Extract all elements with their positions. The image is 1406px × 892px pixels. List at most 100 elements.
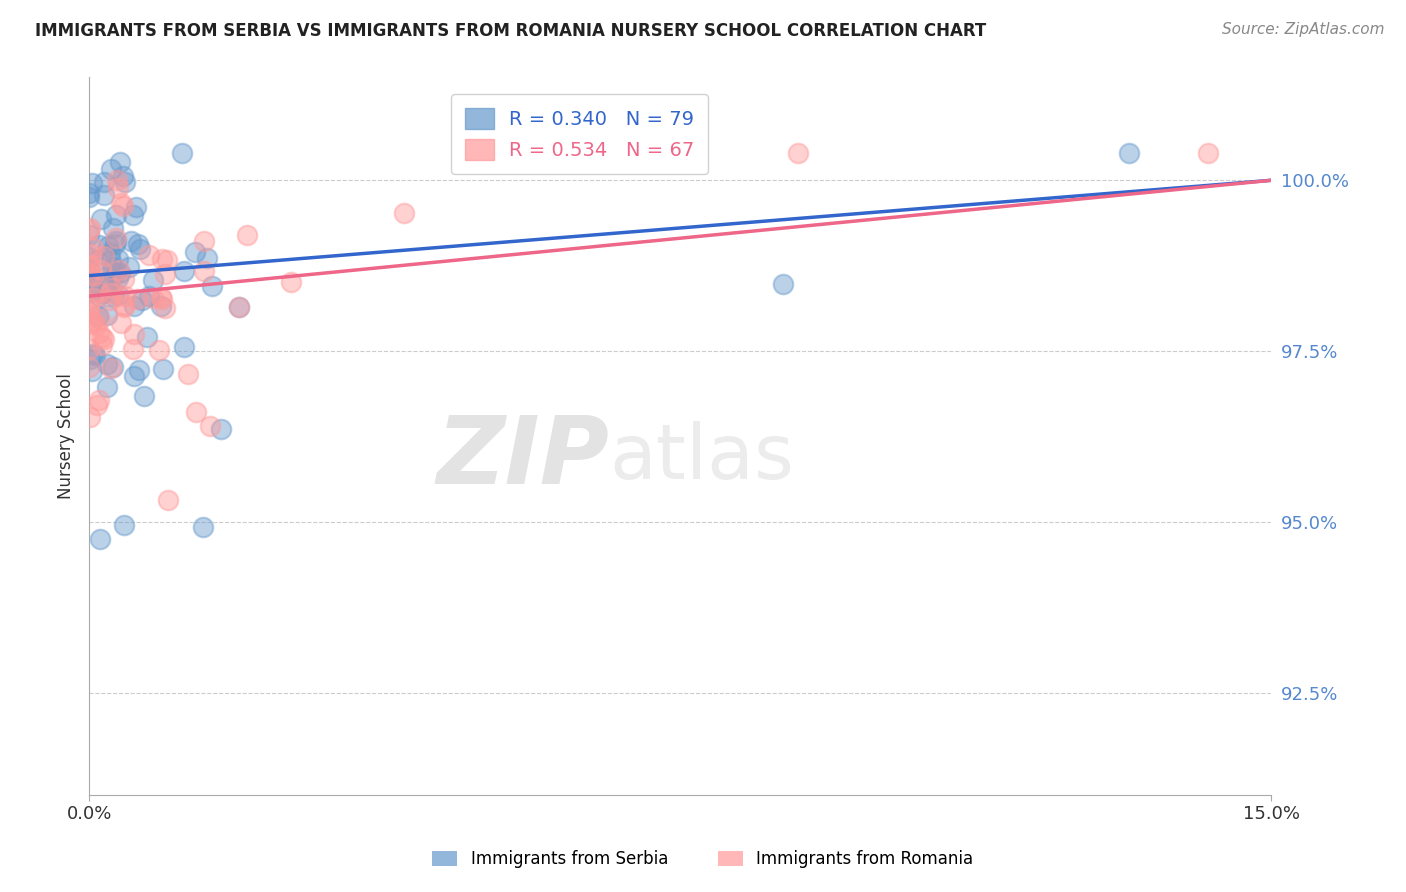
Point	[77, 258, 100, 272]
Point	[193, 520, 215, 534]
Point	[112, 272, 135, 286]
Point	[77, 301, 100, 316]
Point	[96, 309, 118, 323]
Point	[101, 281, 124, 295]
Point	[89, 532, 111, 546]
Point	[149, 290, 172, 304]
Point	[87, 392, 110, 407]
Point	[101, 260, 124, 274]
Point	[100, 162, 122, 177]
Point	[125, 200, 148, 214]
Point	[108, 266, 131, 280]
Point	[122, 326, 145, 341]
Point	[93, 249, 115, 263]
Point	[86, 398, 108, 412]
Point	[86, 253, 108, 268]
Point	[77, 360, 100, 375]
Point	[124, 369, 146, 384]
Point	[103, 289, 125, 303]
Point	[98, 274, 121, 288]
Point	[114, 289, 136, 303]
Legend: Immigrants from Serbia, Immigrants from Romania: Immigrants from Serbia, Immigrants from …	[426, 844, 980, 875]
Point	[79, 267, 101, 281]
Point	[236, 228, 259, 243]
Point	[97, 239, 120, 253]
Point	[82, 291, 104, 305]
Point	[93, 332, 115, 346]
Point	[77, 251, 100, 265]
Point	[787, 145, 810, 160]
Point	[89, 311, 111, 326]
Point	[122, 343, 145, 357]
Point	[89, 289, 111, 303]
Point	[110, 155, 132, 169]
Point	[209, 422, 232, 436]
Point	[111, 169, 134, 184]
Point	[156, 253, 179, 268]
Point	[82, 268, 104, 283]
Point	[83, 347, 105, 361]
Point	[77, 262, 100, 277]
Point	[96, 380, 118, 394]
Point	[120, 234, 142, 248]
Point	[200, 418, 222, 433]
Point	[135, 330, 157, 344]
Point	[87, 309, 110, 323]
Point	[96, 358, 118, 372]
Point	[100, 253, 122, 268]
Point	[132, 389, 155, 403]
Point	[110, 316, 132, 330]
Point	[138, 248, 160, 262]
Point	[82, 314, 104, 328]
Point	[82, 241, 104, 255]
Point	[79, 410, 101, 425]
Point	[228, 300, 250, 314]
Point	[107, 271, 129, 285]
Point	[91, 281, 114, 295]
Point	[82, 176, 104, 190]
Point	[77, 309, 100, 323]
Point	[80, 364, 103, 378]
Point	[155, 301, 177, 315]
Point	[127, 292, 149, 306]
Point	[128, 363, 150, 377]
Point	[101, 265, 124, 279]
Point	[118, 260, 141, 274]
Point	[77, 284, 100, 298]
Point	[90, 330, 112, 344]
Point	[183, 245, 205, 260]
Point	[104, 237, 127, 252]
Point	[89, 285, 111, 300]
Point	[193, 234, 215, 248]
Point	[173, 341, 195, 355]
Point	[107, 181, 129, 195]
Point	[89, 326, 111, 340]
Point	[195, 251, 218, 265]
Point	[122, 299, 145, 313]
Point	[138, 289, 160, 303]
Point	[77, 279, 100, 293]
Point	[153, 267, 176, 281]
Point	[112, 298, 135, 312]
Point	[91, 338, 114, 352]
Point	[77, 190, 100, 204]
Point	[128, 242, 150, 256]
Point	[280, 275, 302, 289]
Point	[172, 145, 194, 160]
Point	[150, 252, 173, 266]
Point	[90, 263, 112, 277]
Point	[98, 285, 121, 300]
Point	[80, 316, 103, 330]
Point	[80, 283, 103, 297]
Point	[149, 299, 172, 313]
Point	[98, 293, 121, 307]
Point	[148, 343, 170, 358]
Point	[80, 246, 103, 260]
Point	[84, 318, 107, 332]
Point	[107, 263, 129, 277]
Point	[100, 360, 122, 375]
Point	[105, 234, 128, 248]
Point	[77, 223, 100, 237]
Point	[127, 237, 149, 252]
Point	[90, 285, 112, 300]
